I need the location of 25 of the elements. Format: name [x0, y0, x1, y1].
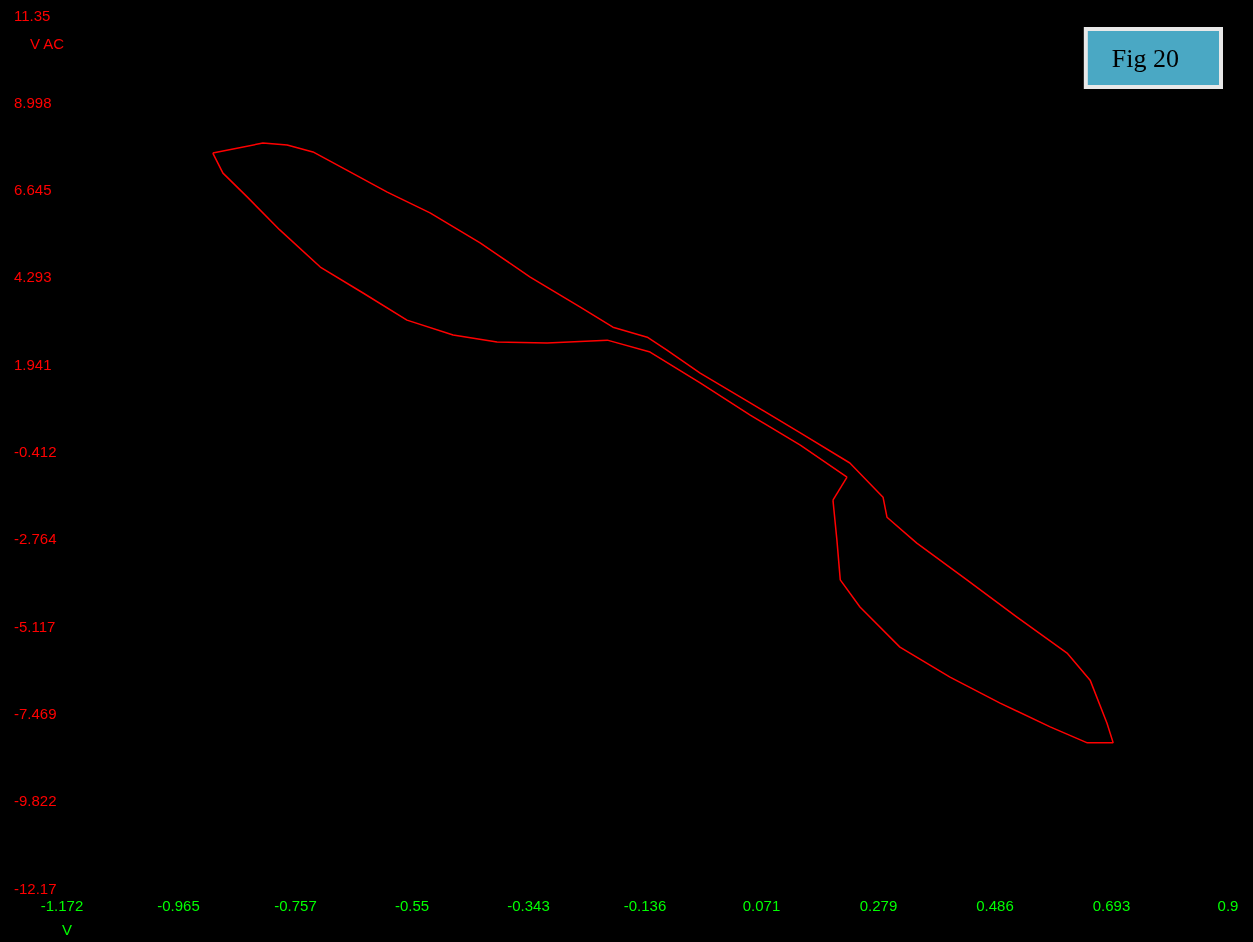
x-tick-label: -0.136 — [623, 897, 667, 914]
y-tick-label: 6.645 — [14, 181, 52, 199]
y-tick-label: 8.998 — [14, 93, 52, 111]
x-tick-label: 0.693 — [1092, 897, 1131, 914]
x-tick-label: -0.965 — [157, 897, 200, 914]
x-tick-label: -0.55 — [394, 897, 430, 914]
y-tick-label: 1.941 — [14, 355, 52, 373]
x-tick-label: 0.279 — [859, 897, 898, 914]
y-tick-label: -12.17 — [14, 879, 57, 897]
y-tick-label: -0.412 — [14, 443, 57, 461]
y-tick-label: -7.469 — [14, 705, 57, 723]
y-tick-label: -9.822 — [14, 792, 57, 810]
y-tick-label: -5.117 — [14, 617, 56, 635]
x-axis-title: V — [62, 921, 73, 938]
y-tick-label: 4.293 — [14, 268, 52, 286]
x-tick-label: -1.172 — [40, 897, 84, 914]
x-tick-label: 0.071 — [742, 897, 781, 914]
y-axis-title: V AC — [30, 35, 65, 52]
x-tick-label: -0.757 — [274, 897, 317, 914]
x-tick-label: 0.486 — [976, 897, 1014, 914]
y-tick-label: -2.764 — [14, 530, 57, 548]
x-tick-label: 0.9 — [1217, 897, 1239, 914]
annotation: Fig 20 — [1111, 43, 1179, 73]
x-tick-label: -0.343 — [507, 897, 550, 914]
y-tick-label: 11.35 — [14, 6, 51, 24]
